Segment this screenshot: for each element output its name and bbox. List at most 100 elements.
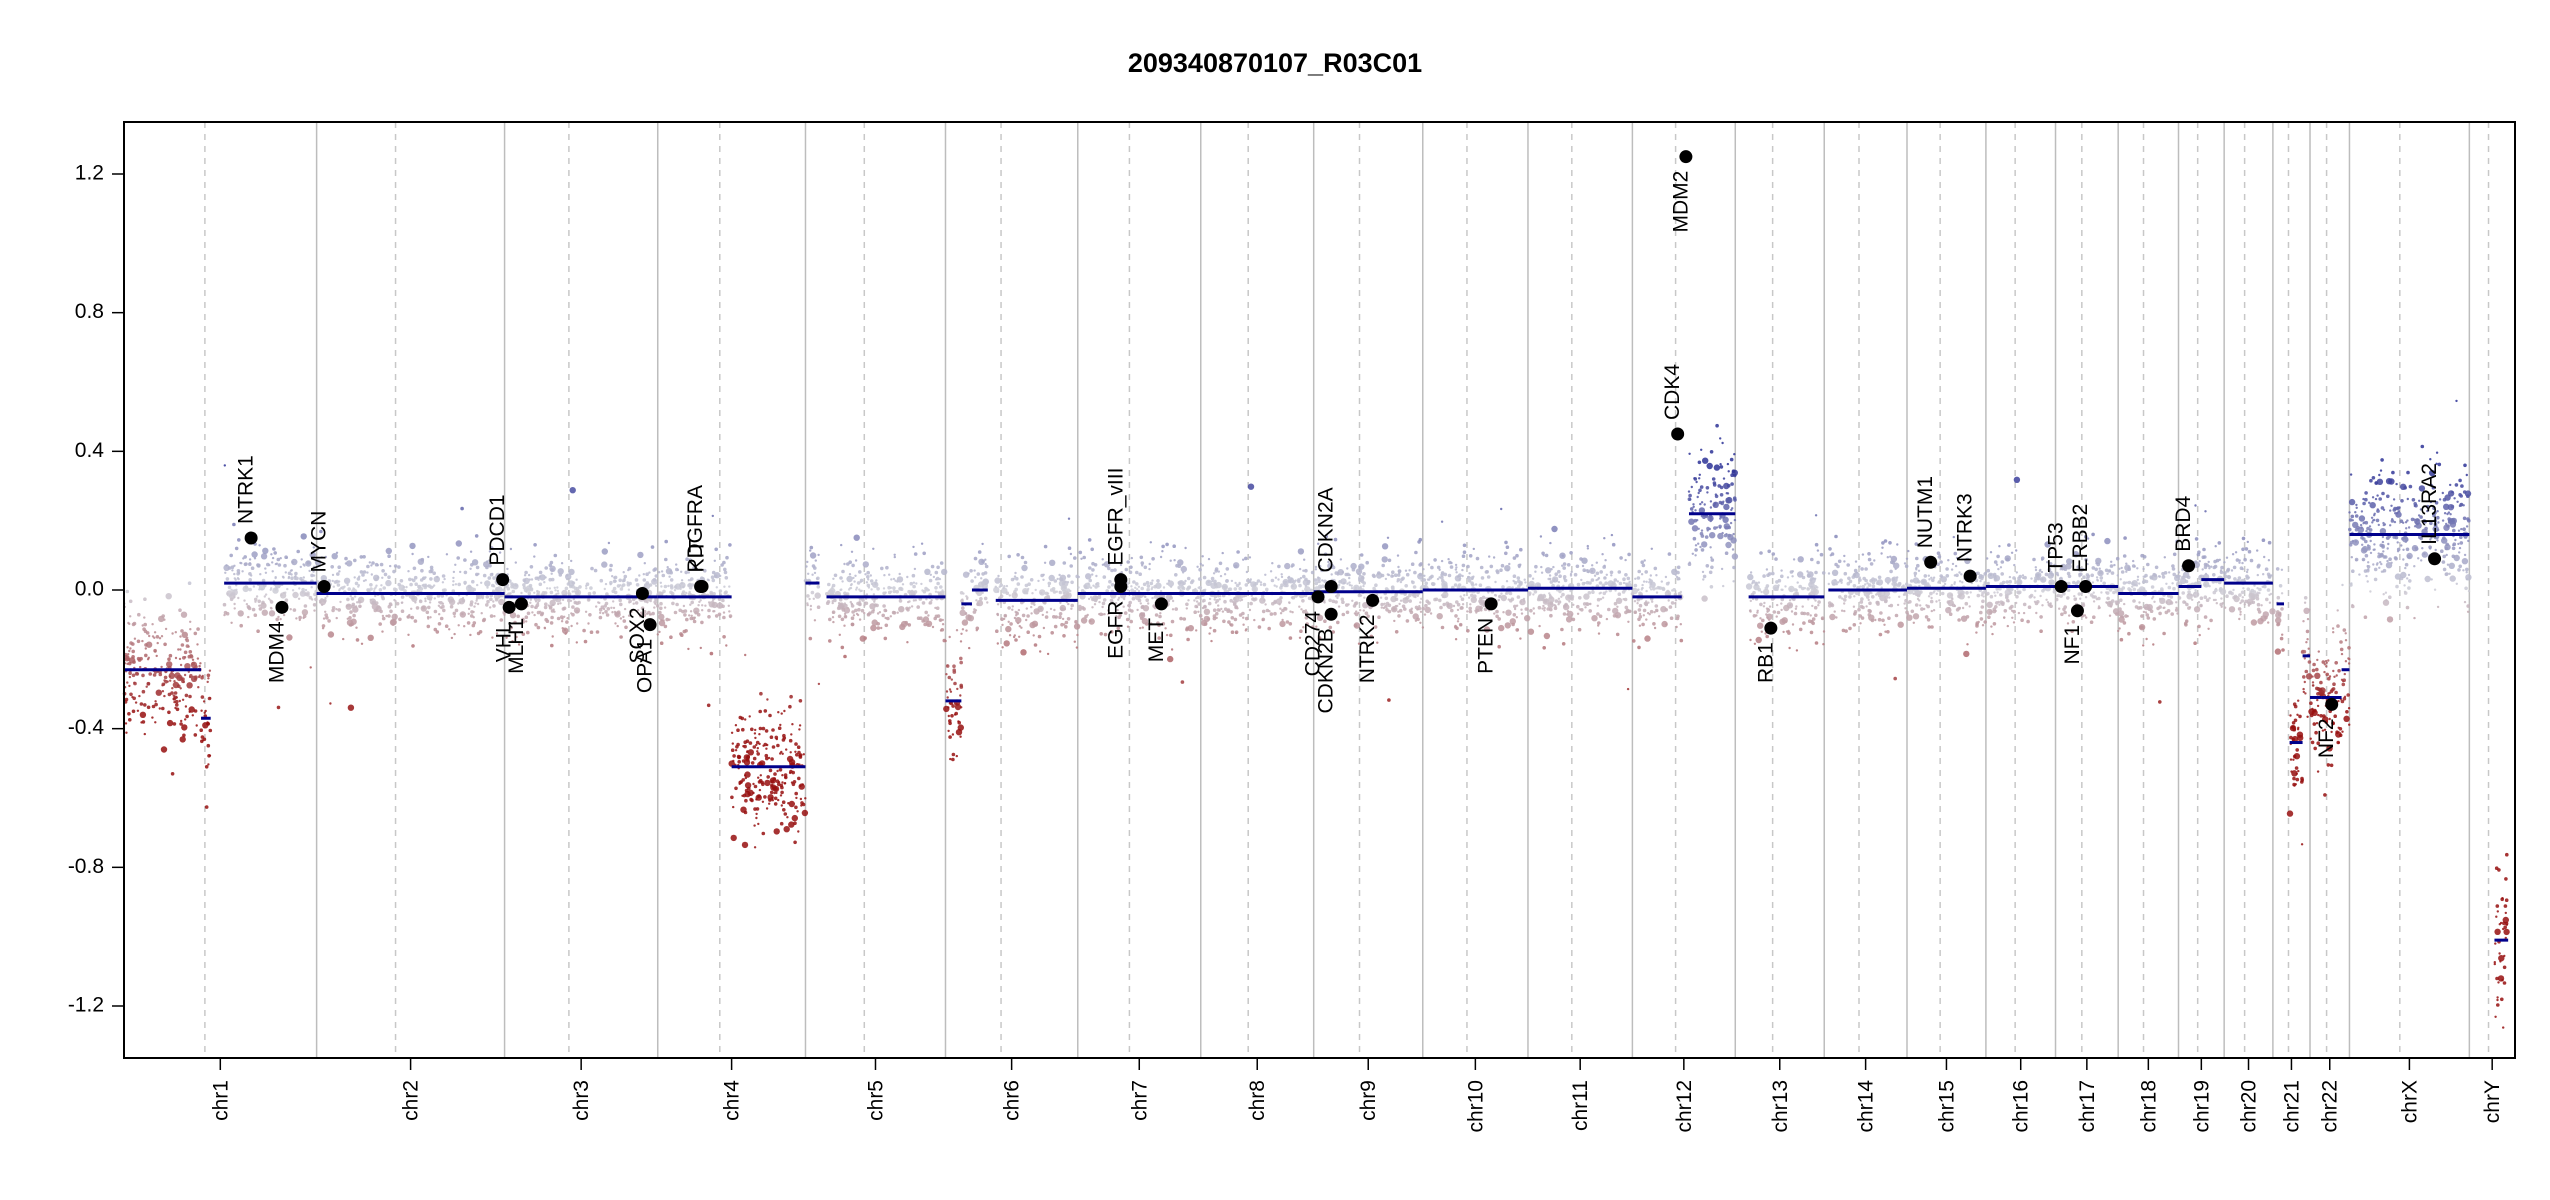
probe-point — [1861, 584, 1865, 589]
probe-point — [371, 603, 379, 610]
probe-point — [522, 583, 526, 587]
probe-point — [1236, 550, 1240, 554]
probe-point — [1952, 535, 1956, 539]
probe-point — [730, 834, 737, 842]
probe-point — [134, 671, 139, 676]
probe-point — [1893, 562, 1900, 569]
probe-point — [151, 704, 156, 709]
probe-point — [2175, 539, 2179, 544]
probe-point — [1088, 618, 1095, 625]
probe-point — [197, 675, 201, 679]
probe-point — [1640, 573, 1644, 576]
probe-point — [1537, 605, 1542, 610]
probe-point — [381, 614, 385, 618]
probe-point — [255, 595, 259, 598]
probe-point — [1630, 592, 1635, 596]
probe-point — [1391, 606, 1398, 613]
probe-point — [1234, 605, 1238, 610]
probe-point — [1132, 580, 1136, 584]
probe-point — [1792, 558, 1796, 561]
probe-point — [1719, 493, 1724, 497]
probe-point — [1099, 612, 1103, 617]
probe-point — [1022, 588, 1029, 595]
probe-point — [1710, 558, 1715, 562]
probe-point — [1421, 626, 1425, 629]
probe-point — [1776, 610, 1781, 615]
probe-point — [713, 559, 716, 562]
probe-point — [840, 543, 843, 547]
probe-point — [528, 583, 533, 588]
probe-point — [1948, 612, 1953, 616]
probe-point — [1808, 581, 1815, 588]
probe-point — [1020, 649, 1027, 656]
probe-point — [457, 602, 460, 605]
probe-point — [709, 592, 714, 596]
probe-point — [2065, 563, 2072, 570]
probe-point — [1280, 583, 1284, 587]
probe-point — [1030, 612, 1033, 615]
probe-point — [871, 619, 878, 626]
probe-point — [1362, 609, 1366, 612]
probe-point — [1454, 624, 1457, 628]
probe-point — [570, 624, 573, 628]
probe-point — [1989, 594, 1994, 599]
probe-point — [1515, 616, 1519, 619]
probe-point — [2015, 601, 2018, 605]
probe-point — [415, 606, 420, 610]
probe-point — [613, 575, 618, 580]
probe-point — [960, 632, 963, 635]
probe-point — [204, 805, 209, 809]
probe-point — [550, 572, 553, 575]
probe-point — [741, 841, 749, 849]
probe-point — [2124, 614, 2128, 618]
probe-point — [526, 630, 530, 635]
probe-point — [1233, 617, 1238, 622]
probe-point — [1174, 573, 1178, 577]
probe-point — [1428, 576, 1433, 580]
probe-point — [1126, 625, 1130, 628]
probe-point — [1204, 588, 1207, 591]
probe-point — [443, 588, 447, 592]
probe-point — [402, 585, 406, 589]
probe-point — [1419, 562, 1423, 566]
probe-point — [857, 607, 861, 612]
probe-point — [605, 613, 610, 617]
probe-point — [492, 576, 496, 580]
probe-point — [673, 589, 677, 592]
probe-point — [146, 705, 151, 710]
probe-point — [188, 650, 193, 654]
probe-point — [1906, 614, 1913, 621]
probe-point — [208, 696, 212, 700]
probe-point — [148, 634, 151, 638]
probe-point — [1393, 573, 1398, 577]
probe-point — [138, 694, 141, 698]
probe-point — [2091, 566, 2096, 570]
probe-point — [1460, 597, 1465, 601]
probe-point — [1102, 598, 1107, 602]
probe-point — [2056, 593, 2061, 598]
probe-point — [1154, 613, 1159, 617]
probe-point — [445, 553, 449, 556]
probe-point — [1015, 617, 1022, 624]
probe-point — [2095, 598, 2099, 601]
probe-point — [1601, 553, 1604, 556]
probe-point — [320, 575, 327, 582]
probe-point — [1323, 601, 1326, 604]
probe-point — [177, 648, 180, 651]
probe-point — [984, 564, 989, 569]
probe-point — [1049, 559, 1056, 566]
probe-point — [2071, 620, 2076, 624]
probe-point — [1549, 541, 1552, 545]
probe-point — [1391, 587, 1395, 591]
probe-point — [1855, 571, 1858, 574]
probe-point — [1708, 514, 1713, 519]
probe-point — [1540, 565, 1543, 569]
probe-point — [184, 705, 188, 708]
probe-point — [129, 692, 133, 697]
probe-point — [1142, 582, 1147, 587]
probe-point — [1897, 621, 1904, 628]
probe-point — [1547, 577, 1550, 581]
probe-point — [1846, 563, 1850, 567]
probe-point — [1421, 606, 1425, 611]
probe-point — [744, 782, 752, 789]
